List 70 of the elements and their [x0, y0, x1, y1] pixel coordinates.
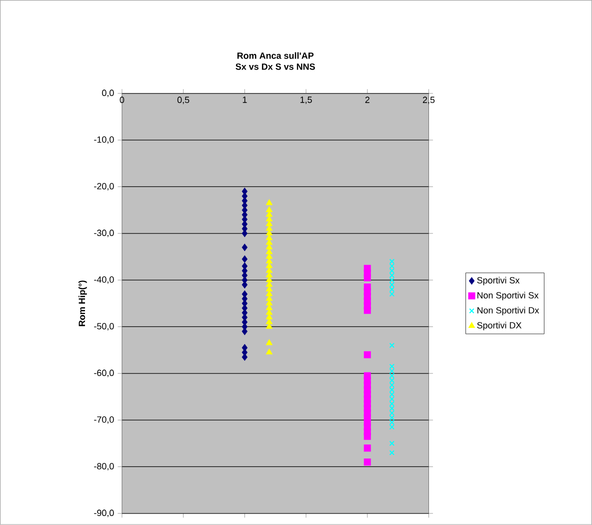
point [389, 387, 395, 392]
point [266, 262, 272, 268]
point [389, 424, 395, 430]
point [242, 256, 248, 263]
y-tick-label: -10,0 [94, 136, 114, 144]
point [389, 392, 395, 398]
point [266, 206, 272, 212]
point [389, 278, 395, 283]
point [389, 264, 395, 269]
point [389, 401, 395, 406]
legend-label: Sportivi DX [477, 322, 522, 330]
legend-label: Non Sportivi Dx [477, 306, 540, 316]
point [266, 318, 272, 324]
point [389, 450, 395, 456]
legend-label: Non Sportivi Sx [477, 292, 539, 300]
point [242, 354, 248, 361]
x-tick-label: 0 [120, 96, 124, 104]
legend-label: Sportivi Sx [477, 276, 520, 286]
y-axis-title: Rom Hip(°) [78, 280, 87, 326]
point [389, 415, 395, 420]
y-tick-label: -70,0 [94, 416, 114, 424]
point [266, 290, 272, 296]
point [242, 281, 248, 288]
y-tick-label: 0,0 [102, 90, 114, 98]
y-tick-label: -20,0 [94, 183, 114, 191]
y-tick-label: -60,0 [94, 370, 114, 378]
point [266, 276, 272, 282]
point [389, 258, 395, 264]
point [389, 440, 395, 446]
point [266, 220, 272, 226]
point [389, 373, 395, 378]
x-tick-label: 1 [242, 96, 247, 103]
chart-title: Rom Anca sull'AP [237, 52, 314, 59]
point [364, 306, 371, 314]
point [364, 432, 371, 440]
point [364, 351, 371, 358]
point [389, 378, 395, 384]
point [389, 364, 395, 370]
point [364, 458, 371, 466]
y-tick-label: -30,0 [94, 230, 114, 238]
point [389, 272, 395, 278]
y-tick-label: -80,0 [94, 463, 114, 471]
point [389, 368, 395, 374]
point [389, 396, 395, 402]
x-tick-label: 1,5 [300, 96, 312, 104]
chart-subtitle: Sx vs Dx S vs NNS [236, 64, 315, 70]
point [389, 382, 395, 388]
point [389, 342, 395, 348]
point [389, 292, 395, 297]
point [389, 420, 395, 426]
point [389, 406, 395, 412]
point [364, 444, 371, 452]
point [266, 348, 272, 354]
point [266, 340, 272, 346]
y-tick-label: -40,0 [94, 276, 114, 284]
point [266, 200, 272, 206]
point [266, 248, 272, 254]
x-tick-label: 2,5 [422, 96, 435, 104]
point [242, 244, 248, 251]
y-tick-label: -50,0 [94, 323, 114, 331]
x-tick-label: 0,5 [177, 96, 190, 104]
y-tick-label: -90,0 [94, 510, 114, 518]
point [389, 410, 395, 416]
point [364, 274, 371, 282]
point [389, 282, 395, 288]
point [389, 268, 395, 274]
x-tick-label: 2 [365, 96, 370, 104]
point [266, 304, 272, 310]
point [266, 234, 272, 240]
point [389, 286, 395, 292]
